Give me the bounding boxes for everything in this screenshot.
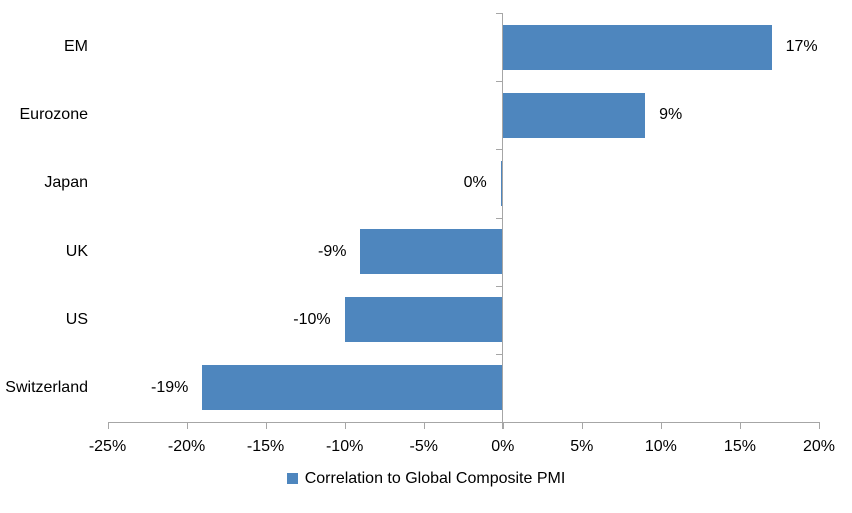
category-label: EM [64, 38, 88, 56]
legend: Correlation to Global Composite PMI [0, 469, 852, 488]
bar-value-label: -10% [293, 310, 331, 328]
bar-switzerland [202, 365, 503, 411]
x-axis-tick-label: 5% [570, 438, 594, 455]
category-label: Switzerland [5, 378, 88, 396]
bar-eurozone [502, 92, 646, 138]
x-axis-tick-label: 20% [802, 438, 836, 455]
bar-us [344, 297, 503, 343]
y-axis-tick [495, 353, 503, 355]
x-axis-tick [186, 422, 188, 429]
y-axis-tick [495, 285, 503, 287]
y-axis-tick [495, 422, 503, 423]
bar-value-label: 9% [659, 106, 683, 124]
y-axis-tick [495, 81, 503, 83]
y-axis-tick [495, 13, 503, 14]
y-axis-line [501, 13, 504, 429]
x-axis-tick [739, 422, 741, 429]
bar-value-label: -19% [151, 378, 189, 396]
category-label: US [65, 310, 88, 328]
x-axis-tick-label: 10% [644, 438, 677, 455]
x-axis-tick-label: 0% [491, 438, 515, 455]
legend-label: Correlation to Global Composite PMI [304, 470, 566, 487]
x-axis-tick [660, 422, 662, 429]
x-axis-tick [502, 422, 504, 429]
bar-value-label: 0% [463, 174, 487, 192]
x-axis-tick-label: -25% [88, 438, 127, 455]
bar-em [502, 24, 772, 70]
x-axis-tick [423, 422, 425, 429]
x-axis-tick-label: -20% [167, 438, 206, 455]
x-axis-tick-label: 15% [723, 438, 756, 455]
x-axis-tick-label: -10% [325, 438, 364, 455]
bar-uk [360, 229, 503, 275]
category-label: Japan [44, 174, 88, 192]
bar-value-label: 17% [785, 38, 818, 56]
y-axis-tick [495, 149, 503, 151]
legend-marker-icon [286, 473, 298, 484]
bar-value-label: -9% [318, 242, 347, 260]
x-axis-tick [819, 422, 820, 429]
y-axis-tick [495, 217, 503, 219]
x-axis-tick [581, 422, 583, 429]
category-label: UK [65, 242, 88, 260]
x-axis-tick [107, 422, 109, 429]
x-axis-line [107, 422, 820, 423]
category-label: Eurozone [19, 106, 89, 124]
x-axis-tick-label: -5% [409, 438, 438, 455]
x-axis-tick [344, 422, 346, 429]
x-axis-tick [265, 422, 267, 429]
x-axis-tick-label: -15% [246, 438, 285, 455]
